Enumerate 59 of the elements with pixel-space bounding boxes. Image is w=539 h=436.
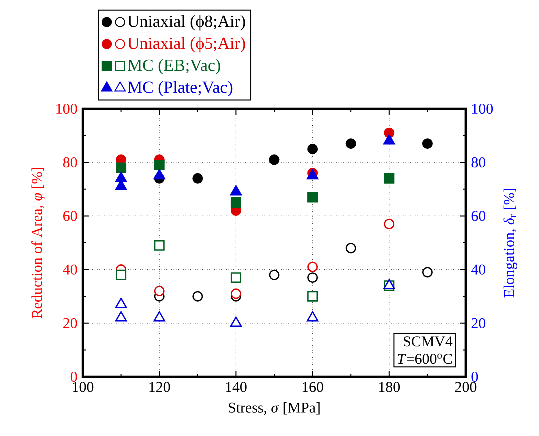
point (154, 240, 165, 251)
y-tick-label: 40 (63, 264, 78, 275)
point (115, 311, 128, 322)
point (269, 270, 280, 280)
x-tick-label: 160 (302, 382, 324, 392)
x-tick-label: 140 (226, 382, 247, 392)
point (116, 270, 127, 280)
y2-tick-label: 100 (472, 104, 494, 114)
y-tick-label: 100 (56, 104, 78, 114)
y2-tick-label: 80 (472, 158, 486, 168)
point (308, 291, 318, 302)
y-tick-label: 0 (70, 372, 78, 382)
point (115, 172, 128, 182)
annotation: SCMV4 (404, 336, 453, 347)
point (384, 218, 395, 230)
x-tick-label: 100 (73, 382, 94, 392)
point (230, 272, 242, 284)
point (384, 173, 395, 184)
x-tick-label: 180 (380, 382, 400, 392)
point (422, 267, 433, 278)
point (154, 169, 166, 180)
point (346, 243, 356, 254)
point (308, 262, 318, 272)
legend-label: Uniaxial (ϕ8;Air) (128, 15, 246, 31)
point (346, 138, 356, 150)
point (192, 291, 204, 302)
point (230, 185, 242, 196)
y2-axis-title: Elongation, δ$_{r}$ [%] (504, 188, 518, 298)
point (230, 198, 242, 208)
y2-tick-label: 20 (472, 318, 486, 328)
point (384, 134, 396, 145)
point (154, 160, 165, 171)
annotation: T=600$^{o}$C (398, 354, 452, 364)
legend-label: MC (Plate;Vac) (128, 81, 233, 97)
y2-tick-label: 40 (471, 264, 486, 275)
x-tick-label: 200 (455, 382, 477, 392)
y-tick-label: 20 (64, 318, 78, 328)
point (116, 162, 127, 174)
point (230, 316, 242, 328)
point (308, 144, 318, 154)
legend-label: MC (EB;Vac) (128, 59, 220, 75)
legend-label: Uniaxial (ϕ5;Air) (128, 37, 246, 53)
point (308, 192, 318, 203)
point (115, 298, 128, 308)
x-tick-label: 120 (150, 382, 170, 392)
point (154, 311, 166, 322)
point (192, 173, 204, 184)
point (154, 286, 165, 296)
y-tick-label: 80 (63, 158, 78, 168)
y2-tick-label: 60 (472, 211, 486, 222)
y-axis-title: Reduction of Area, φ [%] (32, 168, 46, 319)
y2-tick-label: 0 (472, 372, 478, 382)
x-axis-title: Stress, σ [MPa] (229, 402, 320, 416)
point (422, 138, 433, 150)
point (230, 288, 242, 300)
y-tick-label: 60 (64, 211, 78, 222)
point (269, 154, 280, 166)
point (308, 272, 318, 284)
point (306, 311, 319, 322)
